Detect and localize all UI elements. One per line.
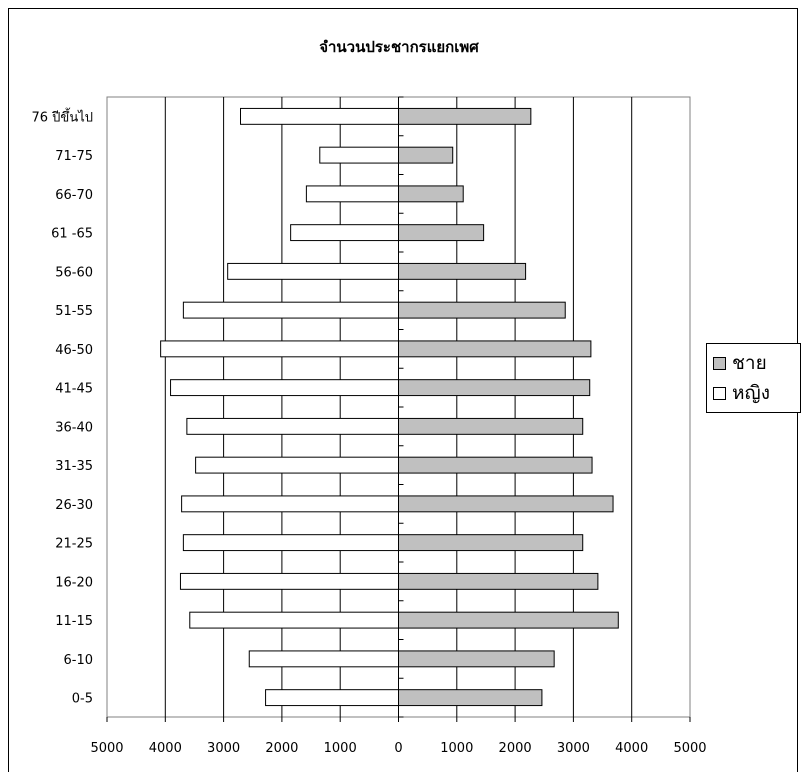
x-tick-label-2: 3000 [207,741,240,756]
y-tick-label-10: 26-30 [55,498,93,513]
x-tick-label-6: 1000 [440,741,473,756]
x-tick-label-4: 1000 [324,741,357,756]
y-tick-label-6: 46-50 [55,343,93,358]
y-tick-label-14: 6-10 [63,653,93,668]
bar-female-5 [182,301,399,319]
bar-female-10 [181,495,399,513]
bar-female-11 [182,534,399,552]
x-tick-label-9: 4000 [615,741,648,756]
bar-female-7 [170,379,399,397]
y-tick-label-7: 41-45 [55,382,93,397]
bar-male-4 [398,262,527,280]
bar-male-15 [398,689,543,707]
y-tick-label-9: 31-35 [55,459,93,474]
bar-male-3 [398,224,485,242]
bar-female-2 [305,185,399,203]
bar-male-12 [398,572,599,590]
y-tick-label-13: 11-15 [55,614,93,629]
x-tick-label-0: 5000 [90,741,123,756]
x-tick-label-3: 2000 [265,741,298,756]
bar-male-7 [398,379,591,397]
bar-male-11 [398,534,584,552]
bar-male-9 [398,456,593,474]
y-tick-label-11: 21-25 [55,537,93,552]
bar-male-8 [398,417,584,435]
legend-label-female: หญิง [732,382,770,404]
legend: ชาย หญิง [706,343,801,413]
y-tick-label-12: 16-20 [55,575,93,590]
bar-female-12 [179,572,399,590]
bar-female-3 [290,224,399,242]
legend-swatch-male [713,356,726,370]
x-tick-label-8: 3000 [557,741,590,756]
x-tick-label-5: 0 [394,741,402,756]
bar-male-13 [398,611,619,629]
bar-male-5 [398,301,566,319]
bar-female-15 [265,689,399,707]
y-tick-label-8: 36-40 [55,420,93,435]
y-tick-label-3: 61 -65 [51,227,93,242]
bar-female-4 [227,262,399,280]
legend-label-male: ชาย [732,352,767,374]
y-tick-label-15: 0-5 [72,692,93,707]
legend-item-male: ชาย [713,348,794,378]
x-tick-label-10: 5000 [673,741,706,756]
bar-female-9 [195,456,399,474]
y-tick-label-5: 51-55 [55,304,93,319]
bar-female-1 [319,146,400,164]
chart-title: จำนวนประชากรแยกเพศ [319,38,479,56]
bar-male-14 [398,650,555,668]
bar-male-1 [398,146,454,164]
bar-male-10 [398,495,614,513]
y-tick-label-0: 76 ปีขึ้นไป [32,107,94,125]
legend-item-female: หญิง [713,378,794,408]
bar-female-8 [186,417,399,435]
bar-male-0 [398,107,532,125]
legend-swatch-female [713,386,726,400]
x-tick-label-1: 4000 [149,741,182,756]
bar-female-13 [189,611,399,629]
bar-female-6 [160,340,399,358]
x-tick-label-7: 2000 [499,741,532,756]
bar-female-14 [248,650,399,668]
bar-male-6 [398,340,592,358]
y-tick-label-1: 71-75 [55,149,93,164]
y-tick-label-2: 66-70 [55,188,93,203]
bar-female-0 [240,107,399,125]
bar-male-2 [398,185,464,203]
y-tick-label-4: 56-60 [55,265,93,280]
